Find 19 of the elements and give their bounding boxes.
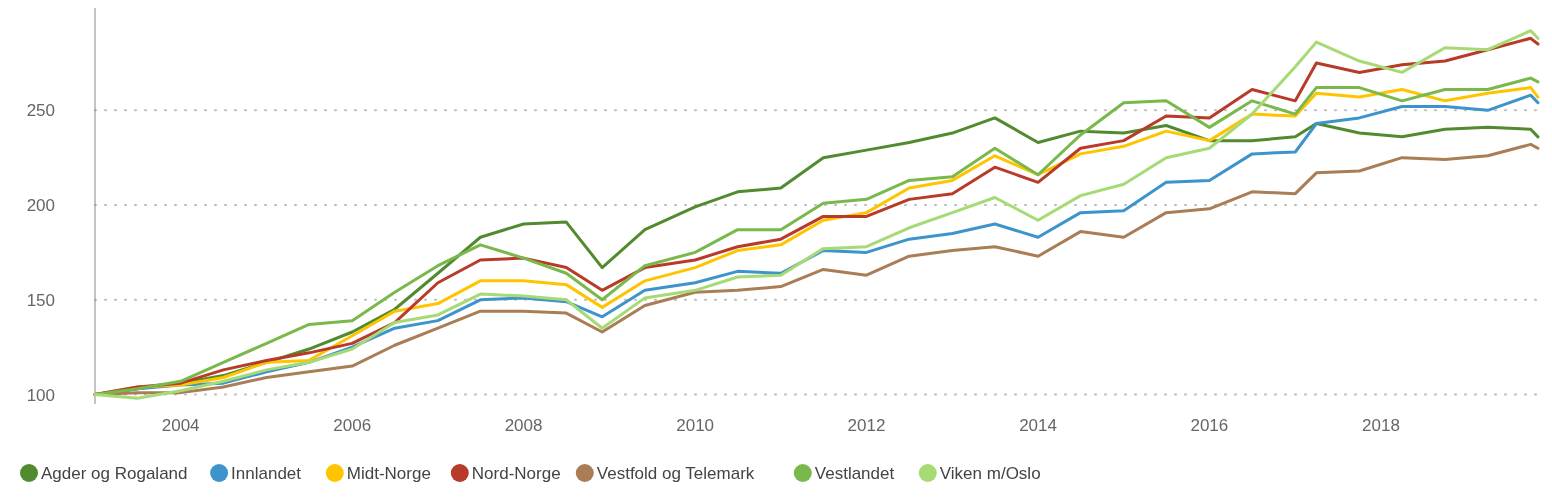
legend-label: Innlandet [231, 464, 302, 483]
x-tick-label: 2014 [1019, 416, 1057, 435]
y-tick-label: 250 [26, 101, 55, 121]
legend-label: Viken m/Oslo [939, 464, 1041, 483]
x-tick-label: 2012 [847, 416, 886, 435]
y-tick-label: 150 [26, 290, 55, 310]
x-tick-label: 2008 [504, 416, 543, 435]
x-tick-label: 2006 [333, 416, 372, 435]
legend-label: Agder og Rogaland [41, 464, 188, 483]
x-tick-label: 2004 [161, 416, 200, 435]
x-tick-label: 2018 [1362, 416, 1400, 435]
legend-label: Nord-Norge [471, 464, 561, 483]
legend-label: Vestlandet [814, 464, 895, 483]
y-tick-label: 200 [26, 196, 55, 216]
x-tick-label: 2016 [1190, 416, 1229, 435]
x-tick-label: 2010 [676, 416, 715, 435]
legend-label: Midt-Norge [346, 464, 431, 483]
legend-label: Vestfold og Telemark [596, 464, 755, 483]
y-tick-label: 100 [26, 385, 55, 405]
